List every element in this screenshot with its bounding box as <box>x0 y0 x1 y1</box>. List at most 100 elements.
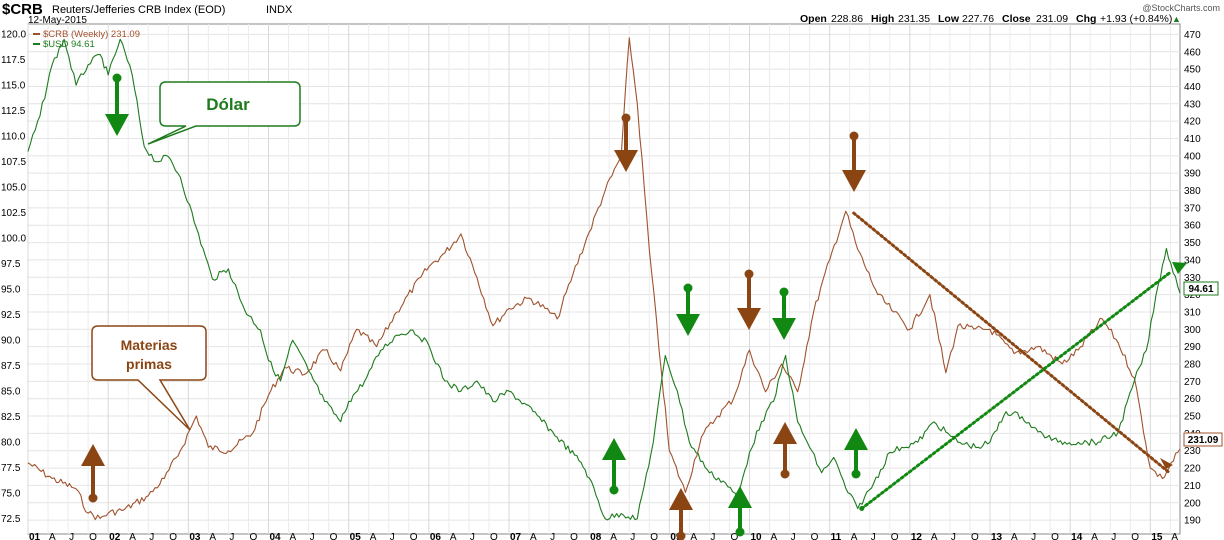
crb-down-arrow-2010-head <box>737 308 761 330</box>
left-tick-label: 115.0 <box>1 81 26 92</box>
low-value: 227.76 <box>962 13 994 25</box>
price-tag-usd-text: 94.61 <box>1188 284 1213 295</box>
x-tick-label: J <box>229 532 234 540</box>
usd-up-arrow-2011-head <box>844 428 868 450</box>
dolar-callout-box <box>147 81 301 145</box>
right-axis: 1902002102202302402502602702802903003103… <box>1184 30 1201 527</box>
crb-up-arrow-2009-head <box>669 488 693 510</box>
crb-trend-arrowhead <box>1160 458 1173 469</box>
left-tick-label: 120.0 <box>1 30 26 41</box>
x-tick-label: 11 <box>831 532 842 540</box>
x-tick-label: J <box>710 532 715 540</box>
right-tick-label: 390 <box>1184 169 1201 180</box>
left-tick-label: 102.5 <box>1 208 26 219</box>
x-tick-label: 02 <box>109 532 121 540</box>
materias-callout-line1: Materias <box>121 337 178 353</box>
high-value: 231.35 <box>898 13 930 25</box>
usd-trend-start-dot <box>859 506 865 511</box>
left-tick-label: 112.5 <box>1 106 26 117</box>
price-tag-crb-text: 231.09 <box>1188 435 1219 446</box>
right-tick-label: 300 <box>1184 325 1201 336</box>
left-tick-label: 85.0 <box>1 387 21 398</box>
x-tick-label: 04 <box>270 532 282 540</box>
right-tick-label: 230 <box>1184 446 1201 457</box>
usd-up-arrow-2008-head <box>602 438 626 460</box>
chart-date: 12-May-2015 <box>28 15 87 26</box>
left-tick-label: 75.0 <box>1 489 21 500</box>
x-tick-label: J <box>630 532 635 540</box>
usd-down-arrow-2002-head <box>105 114 129 136</box>
x-tick-label: A <box>49 532 56 540</box>
crb-down-arrow-2008-head <box>614 150 638 172</box>
x-tick-label: A <box>450 532 457 540</box>
price-tag-usd: 94.61 <box>1183 281 1219 296</box>
left-tick-label: 72.5 <box>1 514 21 525</box>
x-tick-label: O <box>891 532 899 540</box>
right-tick-label: 450 <box>1184 65 1201 76</box>
right-tick-label: 210 <box>1184 481 1201 492</box>
right-tick-label: 260 <box>1184 394 1201 405</box>
x-tick-label: 10 <box>751 532 763 540</box>
x-tick-label: O <box>971 532 979 540</box>
right-tick-label: 270 <box>1184 377 1201 388</box>
usd-up-arrow-2009b-head <box>728 486 752 508</box>
x-tick-label: A <box>1011 532 1018 540</box>
x-tick-label: 03 <box>189 532 201 540</box>
x-tick-label: O <box>410 532 418 540</box>
x-axis: 01 A J O 02 A J O 03 A J O 04 A J O 05 A J O 06 A J O 07 A J O 08 A J O… <box>29 532 1178 540</box>
high-label: High <box>871 13 894 25</box>
series-lines <box>27 37 1181 521</box>
x-tick-label: 12 <box>911 532 923 540</box>
left-tick-label: 92.5 <box>1 310 21 321</box>
right-tick-label: 370 <box>1184 203 1201 214</box>
right-tick-label: 410 <box>1184 134 1201 145</box>
usd-trend-line <box>860 271 1172 510</box>
x-tick-label: 05 <box>350 532 362 540</box>
x-tick-label: A <box>1091 532 1098 540</box>
usd-series-line <box>27 38 1181 521</box>
legend-usd-label: $USD 94.61 <box>43 39 95 50</box>
x-tick-label: A <box>851 532 858 540</box>
x-tick-label: O <box>89 532 97 540</box>
x-tick-label: O <box>650 532 658 540</box>
x-tick-label: J <box>1031 532 1036 540</box>
left-tick-label: 107.5 <box>1 157 26 168</box>
close-label: Close <box>1002 13 1031 25</box>
x-tick-label: A <box>290 532 297 540</box>
open-label: Open <box>800 13 827 25</box>
chg-label: Chg <box>1076 13 1096 25</box>
left-tick-label: 105.0 <box>1 183 26 194</box>
left-tick-label: 117.5 <box>1 55 26 66</box>
chart-name: Reuters/Jefferies CRB Index (EOD) <box>52 4 225 16</box>
crb-up-arrow-2010-head <box>773 422 797 444</box>
x-tick-label: O <box>330 532 338 540</box>
usd-down-arrow-2010-head <box>772 318 796 340</box>
right-tick-label: 250 <box>1184 412 1201 423</box>
right-tick-label: 400 <box>1184 151 1201 162</box>
x-tick-label: J <box>149 532 154 540</box>
x-tick-label: A <box>610 532 617 540</box>
left-tick-label: 95.0 <box>1 285 21 296</box>
x-tick-label: 08 <box>590 532 602 540</box>
x-tick-label: 07 <box>510 532 522 540</box>
x-tick-label: 14 <box>1071 532 1083 540</box>
x-tick-label: J <box>1111 532 1116 540</box>
right-tick-label: 420 <box>1184 117 1201 128</box>
x-tick-label: A <box>690 532 697 540</box>
x-tick-label: O <box>249 532 257 540</box>
x-tick-label: A <box>530 532 537 540</box>
crb-trend-line <box>852 211 1170 474</box>
left-tick-label: 90.0 <box>1 336 21 347</box>
trend-lines <box>852 211 1187 511</box>
right-tick-label: 440 <box>1184 82 1201 93</box>
left-tick-label: 110.0 <box>1 132 26 143</box>
right-tick-label: 320 <box>1184 290 1201 301</box>
right-tick-label: 200 <box>1184 498 1201 509</box>
x-tick-label: A <box>370 532 377 540</box>
usd-down-arrow-2009-head <box>676 314 700 336</box>
left-tick-label: 80.0 <box>1 438 21 449</box>
x-tick-label: 09 <box>670 532 682 540</box>
open-value: 228.86 <box>831 13 863 25</box>
right-tick-label: 350 <box>1184 238 1201 249</box>
